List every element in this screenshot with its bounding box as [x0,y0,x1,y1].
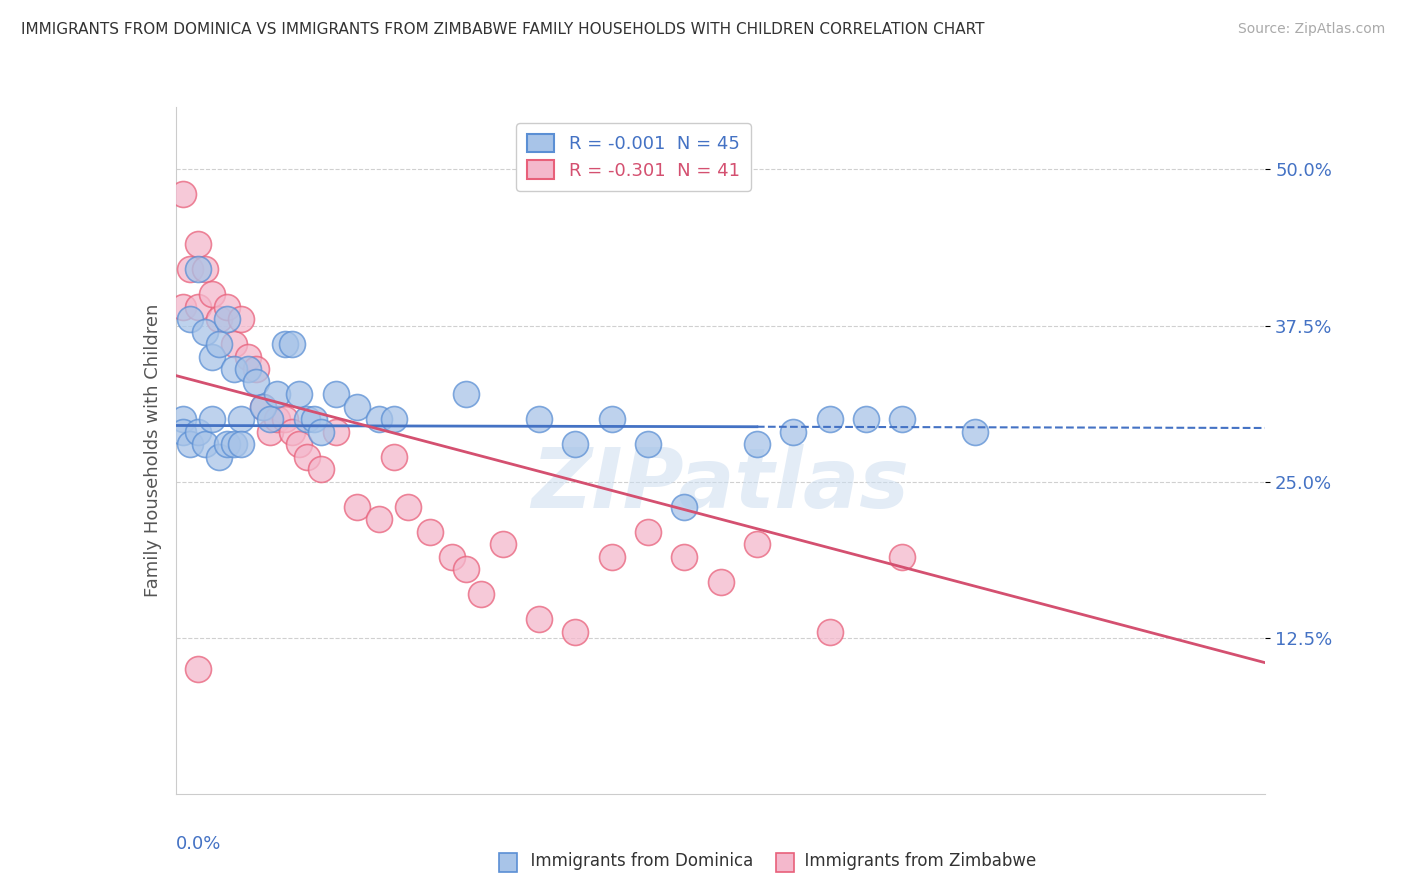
Point [231,312,253,326]
Point [818,624,841,639]
Point [346,400,368,414]
Legend: R = -0.001  N = 45, R = -0.301  N = 41: R = -0.001 N = 45, R = -0.301 N = 41 [516,123,751,191]
Point [309,425,332,439]
Point [281,337,304,351]
Point [222,362,245,376]
Point [259,425,281,439]
Point [855,412,877,426]
Point [179,262,201,277]
Point [309,462,332,476]
Point [456,562,478,576]
Point [186,262,209,277]
Point [172,187,194,202]
Point [527,412,550,426]
Point [186,425,209,439]
Point [194,325,217,339]
Point [201,412,224,426]
Point [325,425,347,439]
Point [527,612,550,626]
Point [325,387,347,401]
Text: IMMIGRANTS FROM DOMINICA VS IMMIGRANTS FROM ZIMBABWE FAMILY HOUSEHOLDS WITH CHIL: IMMIGRANTS FROM DOMINICA VS IMMIGRANTS F… [21,22,984,37]
Point [891,412,914,426]
Point [208,312,231,326]
Point [208,450,231,464]
Point [440,549,463,564]
Point [492,537,515,551]
Point [186,237,209,252]
Point [295,450,318,464]
Point [637,437,659,451]
Point [231,437,253,451]
Point [745,437,768,451]
Point [252,400,274,414]
Point [266,412,288,426]
Point [266,387,288,401]
Point [281,425,304,439]
Point [222,337,245,351]
Point [600,549,623,564]
Point [456,387,478,401]
Point [245,375,267,389]
Point [245,362,267,376]
Point [252,400,274,414]
Text: 0.0%: 0.0% [176,835,221,853]
Point [238,350,260,364]
Point [274,337,297,351]
Text: Immigrants from Zimbabwe: Immigrants from Zimbabwe [794,852,1036,870]
Point [637,524,659,539]
Point [215,300,238,314]
Point [470,587,492,601]
Point [288,437,311,451]
Point [201,287,224,301]
Point [673,500,696,514]
Point [215,312,238,326]
Point [194,437,217,451]
Point [419,524,441,539]
Point [963,425,986,439]
Point [368,412,391,426]
Point [208,337,231,351]
Point [186,662,209,676]
Point [600,412,623,426]
Text: Immigrants from Dominica: Immigrants from Dominica [520,852,754,870]
Point [179,312,201,326]
Point [201,350,224,364]
Point [172,412,194,426]
Point [215,437,238,451]
Point [368,512,391,526]
Text: Source: ZipAtlas.com: Source: ZipAtlas.com [1237,22,1385,37]
Point [302,412,325,426]
Point [396,500,419,514]
Point [891,549,914,564]
Point [259,412,281,426]
Point [222,437,245,451]
Point [818,412,841,426]
Text: ZIPatlas: ZIPatlas [531,444,910,525]
Point [238,362,260,376]
Point [274,412,297,426]
Point [564,624,586,639]
Point [710,574,733,589]
Point [186,300,209,314]
Point [382,450,405,464]
Point [194,262,217,277]
Point [288,387,311,401]
Point [745,537,768,551]
Point [673,549,696,564]
Point [782,425,804,439]
Point [179,437,201,451]
Point [172,425,194,439]
Point [564,437,586,451]
Point [295,412,318,426]
Point [172,300,194,314]
Y-axis label: Family Households with Children: Family Households with Children [143,304,162,597]
Point [346,500,368,514]
Point [231,412,253,426]
Point [382,412,405,426]
